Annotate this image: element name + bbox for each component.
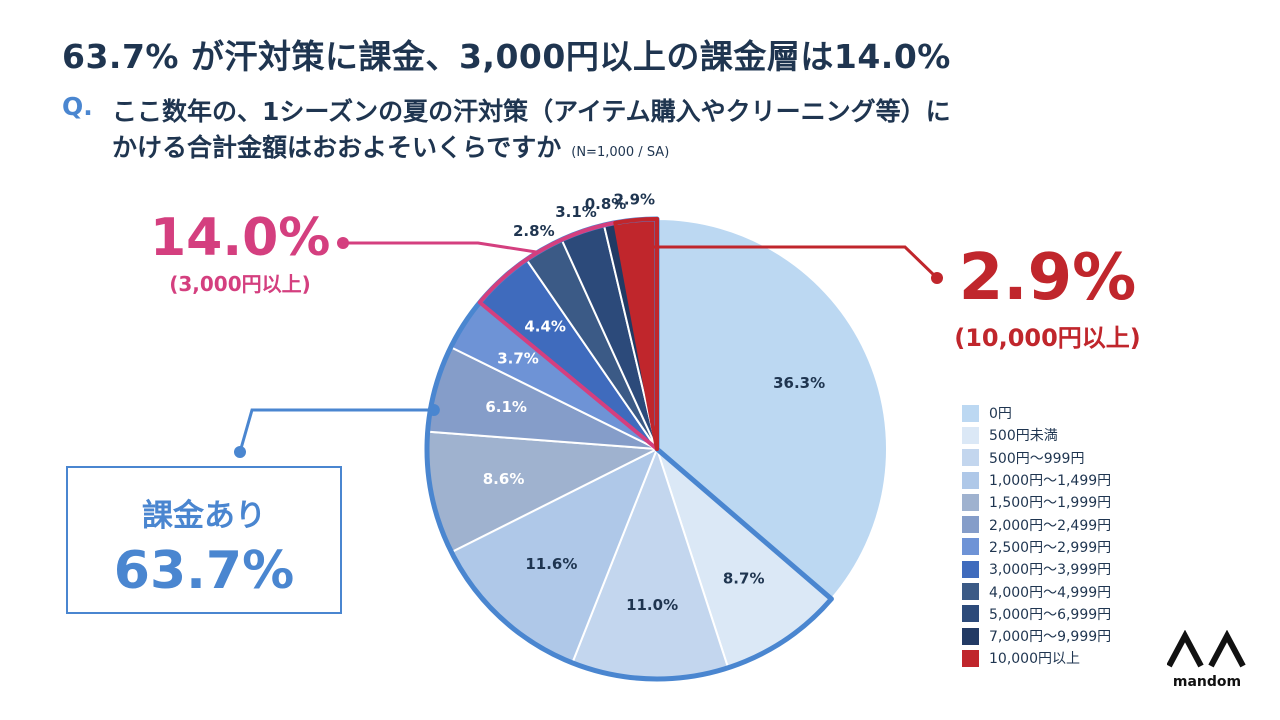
- paid-summary-box: 課金あり 63.7%: [66, 466, 342, 614]
- logo-text: mandom: [1172, 674, 1242, 690]
- slice-label-3: 11.6%: [525, 555, 577, 573]
- callout-10000-plus-pct: 2.9%: [958, 241, 1137, 315]
- slice-label-5: 6.1%: [485, 398, 527, 416]
- mandom-logo-icon: [1167, 630, 1246, 668]
- legend-item-10: 7,000円〜9,999円: [962, 625, 1111, 647]
- pink-connector: [343, 241, 539, 254]
- legend-label-2: 500円〜999円: [989, 450, 1085, 467]
- legend-label-9: 5,000円〜6,999円: [989, 606, 1112, 623]
- legend-label-7: 3,000円〜3,999円: [989, 562, 1112, 579]
- paid-pct: 63.7%: [113, 541, 295, 601]
- slice-label-1: 8.7%: [723, 570, 765, 588]
- slice-label-9: 3.1%: [555, 203, 597, 221]
- legend-swatch-3: [962, 471, 979, 489]
- red-connector-dot-0: [931, 272, 943, 284]
- paid-label: 課金あり: [142, 498, 266, 534]
- sample-note: (N=1,000 / SA): [571, 145, 670, 160]
- legend-label-5: 2,000円〜2,499円: [989, 517, 1112, 534]
- red-connector: [652, 245, 939, 280]
- legend-item-4: 1,500円〜1,999円: [962, 491, 1111, 513]
- blue-connector-dot-1: [234, 446, 246, 458]
- legend-item-2: 500円〜999円: [962, 447, 1111, 469]
- callout-10000-plus: 2.9% (10,000円以上): [920, 244, 1175, 353]
- legend-swatch-11: [962, 649, 979, 667]
- blue-connector: [238, 408, 434, 453]
- blue-connector-dot-0: [427, 404, 440, 416]
- mandom-logo: mandom: [1167, 630, 1247, 690]
- slice-label-2: 11.0%: [626, 596, 678, 614]
- pink-connector-dot-0: [337, 237, 349, 249]
- legend-item-8: 4,000円〜4,999円: [962, 580, 1111, 602]
- legend-swatch-6: [962, 538, 979, 556]
- callout-connectors: [234, 237, 943, 458]
- legend-label-6: 2,500円〜2,999円: [989, 539, 1112, 556]
- question-line-1: ここ数年の、1シーズンの夏の汗対策（アイテム購入やクリーニング等）に: [112, 97, 951, 126]
- legend-item-3: 1,000円〜1,499円: [962, 469, 1111, 491]
- legend-swatch-0: [962, 404, 979, 422]
- callout-10000-plus-label: (10,000円以上): [954, 324, 1141, 352]
- legend-label-11: 10,000円以上: [989, 651, 1080, 668]
- legend-label-3: 1,000円〜1,499円: [989, 473, 1112, 490]
- slice-label-11: 2.9%: [613, 191, 655, 209]
- legend-swatch-10: [962, 627, 979, 645]
- legend-swatch-2: [962, 449, 979, 467]
- question-line-2-text: かける合計金額はおおよそいくらですか: [112, 133, 562, 162]
- slice-labels: 36.3% 8.7% 11.0% 11.6% 8.6% 6.1% 3.7% 4.4% 2.8%3…: [483, 191, 825, 614]
- legend-label-1: 500円未満: [989, 428, 1058, 445]
- legend-item-6: 2,500円〜2,999円: [962, 536, 1111, 558]
- legend-label-0: 0円: [989, 406, 1012, 423]
- legend-swatch-5: [962, 516, 979, 534]
- legend-swatch-1: [962, 426, 979, 444]
- slice-label-6: 3.7%: [497, 349, 539, 367]
- page-title: 63.7% が汗対策に課金、3,000円以上の課金層は14.0%: [62, 37, 951, 76]
- slice-label-8: 2.8%: [513, 222, 555, 240]
- slice-label-7: 4.4%: [524, 317, 566, 335]
- legend: 0円 500円未満 500円〜999円 1,000円〜1,499円 1,500円〜1,9…: [962, 402, 1111, 670]
- legend-item-5: 2,000円〜2,499円: [962, 513, 1111, 535]
- legend-item-11: 10,000円以上: [962, 647, 1111, 669]
- top-outline: [613, 217, 659, 451]
- callout-3000-plus: 14.0% (3,000円以上): [150, 210, 330, 297]
- legend-label-10: 7,000円〜9,999円: [989, 629, 1112, 646]
- callout-3000-plus-label: (3,000円以上): [169, 272, 311, 296]
- question-mark: Q.: [62, 92, 93, 121]
- legend-label-8: 4,000円〜4,999円: [989, 584, 1112, 601]
- legend-swatch-9: [962, 605, 979, 623]
- slice-label-0: 36.3%: [773, 374, 825, 392]
- legend-swatch-8: [962, 583, 979, 601]
- legend-swatch-7: [962, 560, 979, 578]
- legend-item-9: 5,000円〜6,999円: [962, 603, 1111, 625]
- slice-label-10: 0.8%: [585, 195, 627, 213]
- legend-item-1: 500円未満: [962, 424, 1111, 446]
- pie-outlines: [424, 216, 834, 682]
- legend-label-4: 1,500円〜1,999円: [989, 495, 1112, 512]
- question-line-2: かける合計金額はおおよそいくらですか (N=1,000 / SA): [112, 128, 669, 164]
- legend-item-0: 0円: [962, 402, 1111, 424]
- legend-swatch-4: [962, 493, 979, 511]
- legend-item-7: 3,000円〜3,999円: [962, 558, 1111, 580]
- slice-label-4: 8.6%: [483, 470, 525, 488]
- callout-3000-plus-pct: 14.0%: [150, 208, 331, 268]
- pie-slice-0: [656, 217, 888, 601]
